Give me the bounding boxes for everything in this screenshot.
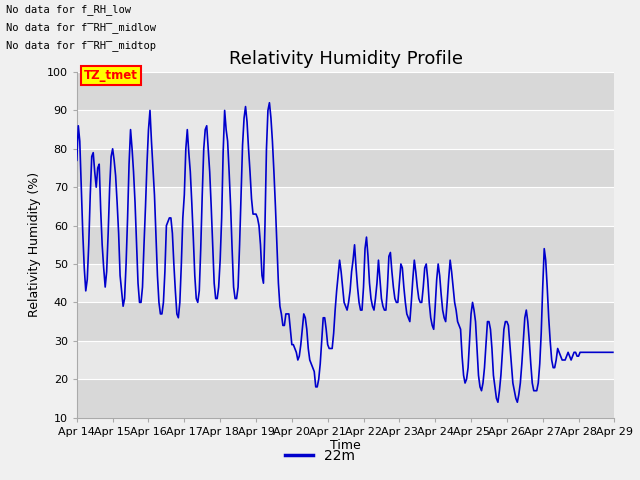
- Bar: [77, 226, 614, 264]
- Text: TZ_tmet: TZ_tmet: [84, 69, 138, 82]
- X-axis label: Time: Time: [330, 439, 361, 453]
- Text: No data for f̅RH̅_midtop: No data for f̅RH̅_midtop: [6, 40, 156, 51]
- Bar: [77, 149, 614, 187]
- Text: No data for f_RH_low: No data for f_RH_low: [6, 4, 131, 15]
- Bar: [77, 110, 614, 149]
- Bar: [77, 187, 614, 226]
- Bar: [77, 72, 614, 110]
- Legend: 22m: 22m: [280, 443, 360, 468]
- Bar: [77, 341, 614, 379]
- Bar: [77, 379, 614, 418]
- Y-axis label: Relativity Humidity (%): Relativity Humidity (%): [28, 172, 41, 317]
- Bar: [77, 302, 614, 341]
- Text: No data for f̅RH̅_midlow: No data for f̅RH̅_midlow: [6, 22, 156, 33]
- Title: Relativity Humidity Profile: Relativity Humidity Profile: [228, 49, 463, 68]
- Bar: [77, 264, 614, 302]
